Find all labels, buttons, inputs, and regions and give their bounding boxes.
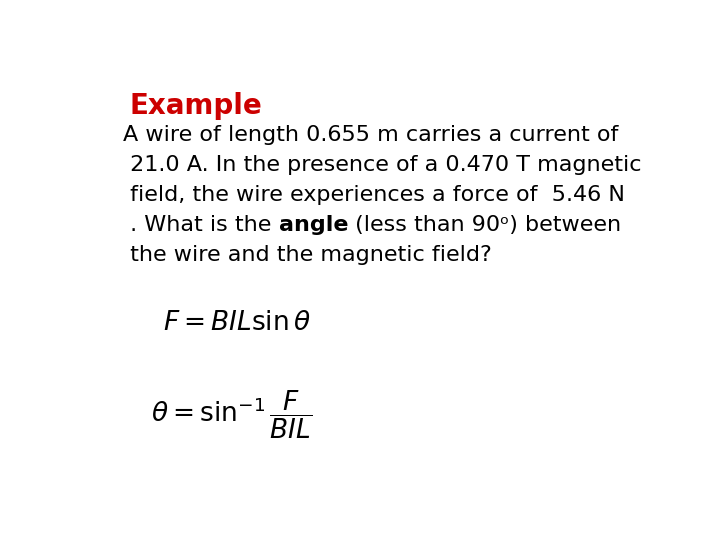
Text: Example: Example	[129, 92, 262, 120]
Text: $\theta = \sin^{-1}\dfrac{F}{BIL}$: $\theta = \sin^{-1}\dfrac{F}{BIL}$	[151, 389, 312, 441]
Text: field, the wire experiences a force of  5.46 N: field, the wire experiences a force of 5…	[124, 185, 626, 205]
Text: A wire of length 0.655 m carries a current of: A wire of length 0.655 m carries a curre…	[124, 125, 619, 145]
Text: $F = BIL \sin\theta$: $F = BIL \sin\theta$	[163, 310, 310, 336]
Text: . What is the: . What is the	[124, 215, 279, 235]
Text: (less than 90ᵒ) between: (less than 90ᵒ) between	[348, 215, 621, 235]
Text: angle: angle	[279, 215, 348, 235]
Text: the wire and the magnetic field?: the wire and the magnetic field?	[124, 245, 492, 265]
Text: 21.0 A. In the presence of a 0.470 T magnetic: 21.0 A. In the presence of a 0.470 T mag…	[124, 155, 642, 175]
